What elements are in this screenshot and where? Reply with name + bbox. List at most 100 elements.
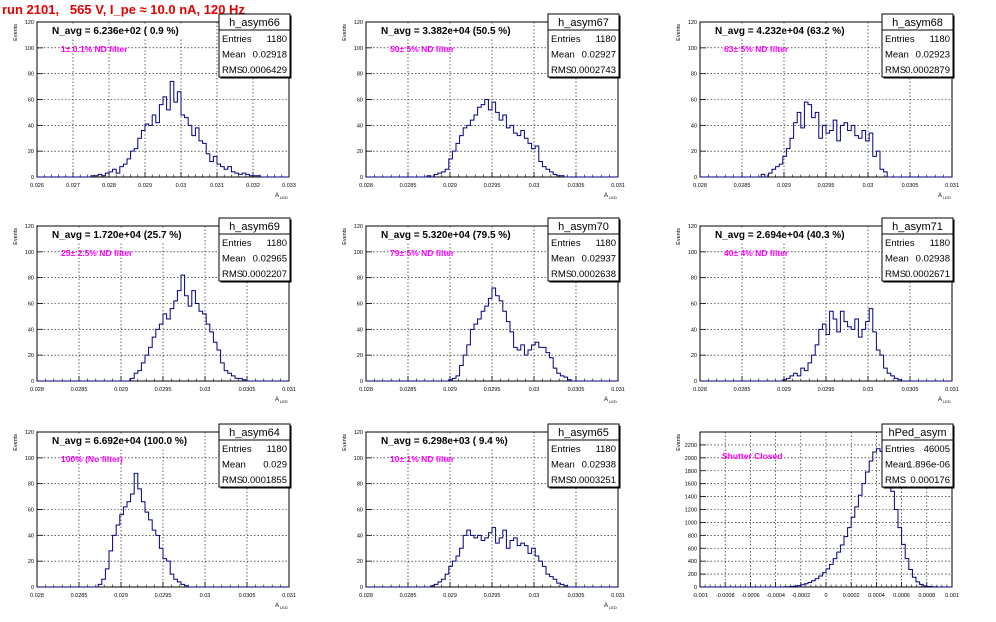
y-tick-label: 600 [688,546,697,552]
y-tick-label: 0 [694,175,697,181]
stats-value: 1180 [267,444,287,455]
stats-value: 0.0002671 [905,269,950,280]
stats-value: 0.0003251 [571,475,616,486]
filter-annotation: 63± 5% ND filter [724,44,789,54]
x-tick-label: 0.0295 [484,387,501,393]
y-tick-label: 60 [28,508,34,514]
x-axis-label: ALED [604,603,617,610]
stats-value: 0.02927 [582,50,616,61]
x-tick-label: 0.0295 [818,387,835,393]
y-axis-label: Events [13,24,19,41]
y-tick-label: 100 [25,456,34,462]
histogram-line [37,80,289,178]
x-tick-label: 0.028 [30,593,44,599]
stats-label: Mean [885,50,909,61]
y-axis-label: Events [676,24,682,41]
x-tick-label: 0.0295 [818,183,835,189]
y-tick-label: 60 [357,302,363,308]
y-tick-label: 400 [688,559,697,565]
x-tick-label: 0.031 [282,593,296,599]
stats-label: Mean [551,460,575,471]
x-tick-label: 0.031 [945,183,959,189]
stats-label: RMS [222,65,243,76]
y-tick-label: 80 [28,482,34,488]
x-tick-label: 0.0285 [734,387,751,393]
y-tick-label: 0 [360,175,363,181]
stats-label: Entries [885,238,915,249]
histogram-panel: 0.028 0.0285 0.029 0.0295 0.03 0.0305 0.031 0 20… [342,217,625,404]
navg-box [705,24,857,38]
y-tick-label: 100 [688,250,697,256]
x-axis-label: ALED [275,603,288,610]
y-tick-label: 60 [357,508,363,514]
y-tick-label: 2000 [685,456,697,462]
y-tick-label: 20 [28,149,34,155]
stats-label: Entries [551,238,581,249]
x-tick-label: 0.0002 [843,593,860,599]
stats-value: 0.029 [263,460,287,471]
y-tick-label: 40 [357,327,363,333]
x-tick-label: -0.0006 [741,593,760,599]
x-tick-label: 0.03 [863,387,874,393]
stats-value: 0.0006429 [242,65,287,76]
y-tick-label: 2200 [685,443,697,449]
x-tick-label: 0.028 [359,387,373,393]
histogram-name: h_asym68 [892,17,943,29]
y-axis-label: Events [342,228,348,245]
x-tick-label: 0.029 [777,387,791,393]
navg-text: N_avg = 1.720e+04 (25.7 %) [52,230,182,241]
y-tick-label: 20 [691,353,697,359]
stats-label: RMS [551,65,572,76]
stats-label: RMS [551,269,572,280]
y-tick-label: 20 [357,149,363,155]
x-tick-label: 0.0006 [893,593,910,599]
filter-annotation: 40± 4% ND filter [724,248,789,258]
y-tick-label: 60 [691,302,697,308]
y-tick-label: 40 [28,123,34,129]
navg-text: N_avg = 3.382e+04 (50.5 %) [381,26,511,37]
stats-box [218,423,291,488]
y-tick-label: 0 [694,585,697,591]
y-tick-label: 20 [691,149,697,155]
x-tick-label: 0.031 [282,387,296,393]
histogram-panel: 0.028 0.0285 0.029 0.0295 0.03 0.0305 0.031 0 20… [676,217,959,404]
navg-box [705,228,857,242]
y-tick-label: 80 [357,276,363,282]
x-tick-label: 0.031 [210,183,224,189]
x-tick-label: 0.033 [282,183,296,189]
stats-box [881,217,954,282]
y-tick-label: 1400 [685,495,697,501]
x-tick-label: 0.0008 [918,593,935,599]
stats-label: Entries [885,34,915,45]
histogram-line [37,472,289,588]
stats-label: RMS [222,475,243,486]
histogram-panel: 0.028 0.0285 0.029 0.0295 0.03 0.0305 0.031 0 20… [13,217,296,404]
navg-text: N_avg = 6.692e+04 (100.0 %) [52,436,187,447]
x-tick-label: 0.0305 [239,593,256,599]
stats-box [547,217,620,282]
navg-text: N_avg = 6.236e+02 ( 0.9 %) [52,26,179,37]
y-tick-label: 120 [354,224,363,230]
y-tick-label: 1000 [685,520,697,526]
stats-label: RMS [885,65,906,76]
stats-label: Mean [885,460,909,471]
y-tick-label: 40 [691,327,697,333]
stats-box [881,13,954,78]
histogram-panel: 0.028 0.0285 0.029 0.0295 0.03 0.0305 0.031 0 20… [342,423,625,610]
stats-box [218,13,291,78]
stats-value: 0.0002638 [571,269,616,280]
x-tick-label: 0.029 [114,387,128,393]
y-tick-label: 0 [31,175,34,181]
stats-value: 0.0002879 [905,65,950,76]
x-tick-label: 0.028 [359,183,373,189]
x-tick-label: -0.0004 [766,593,785,599]
x-tick-label: -0.001 [692,593,708,599]
navg-box [371,434,523,448]
stats-value: 0.02938 [916,254,950,265]
stats-label: Entries [222,238,252,249]
histogram-line [700,448,952,588]
stats-value: 46005 [924,444,950,455]
y-tick-label: 40 [28,327,34,333]
stats-value: 0.02923 [916,50,950,61]
x-tick-label: 0.0285 [400,387,417,393]
